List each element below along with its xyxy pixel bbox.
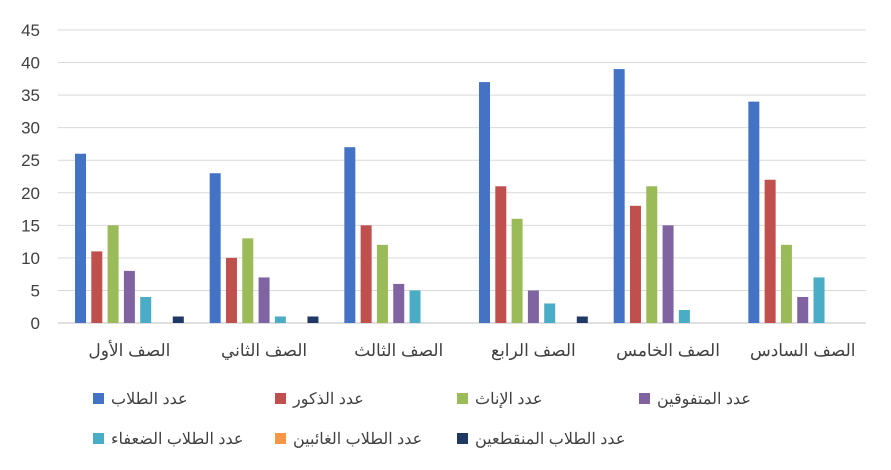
bar [75,153,86,323]
bar [307,316,319,323]
bar [678,309,690,323]
legend-label: عدد المتفوقين [657,391,751,408]
bar [258,277,270,323]
bar [393,283,405,323]
bar [91,251,103,323]
x-axis: الصف الأول الصف الثاني الصف الثالث الصف الر… [88,340,855,361]
legend-item: عدد الطلاب الغائبين [275,431,422,448]
bar [646,186,658,323]
x-tick-label: الصف السادس [750,341,856,361]
legend-swatch [457,393,468,404]
bar [629,205,641,323]
y-tick-label: 35 [21,86,40,105]
bar [242,238,254,323]
legend-item: عدد المتفوقين [639,391,751,408]
bar [123,270,135,323]
legend-swatch [275,393,286,404]
y-tick-label: 45 [21,21,40,40]
legend-item: عدد الطلاب المنقطعين [457,431,625,448]
x-tick-label: الصف الخامس [616,341,720,361]
legend-label: عدد الطلاب الغائبين [293,431,422,448]
bar [511,218,523,323]
bar [613,69,625,323]
gridlines [58,29,866,324]
x-tick-label: الصف الثالث [354,341,443,360]
legend-item: عدد الطلاب [93,391,188,408]
legend-swatch [457,433,468,444]
legend: عدد الطلاب عدد الذكور عدد الإناث عدد المتفو… [93,391,751,448]
x-tick-label: الصف الرابع [491,341,576,361]
bar [479,82,490,323]
legend-swatch [93,393,104,404]
bar [172,316,184,323]
legend-label: عدد الإناث [475,391,542,408]
bar [662,225,674,323]
y-tick-label: 5 [31,281,40,300]
bar [527,290,539,323]
bar [409,290,421,323]
bar [209,173,221,323]
bars [75,69,825,323]
bar [544,303,556,323]
legend-swatch [639,393,650,404]
x-tick-label: الصف الثاني [221,341,307,360]
bar [344,147,356,323]
y-tick-label: 30 [21,119,40,138]
y-axis: 0 5 10 15 20 25 30 35 40 45 [21,21,40,333]
y-tick-label: 25 [21,151,40,170]
legend-label: عدد الطلاب [111,391,188,408]
bar [748,101,760,323]
bar [813,277,825,323]
bar [376,244,388,323]
bar [274,316,286,323]
bar [360,225,372,323]
bar [107,225,119,323]
bar [764,179,776,323]
legend-label: عدد الطلاب المنقطعين [475,431,625,448]
legend-label: عدد الطلاب الضعفاء [111,431,243,448]
y-tick-label: 10 [21,249,40,268]
y-tick-label: 15 [21,216,40,235]
bar [225,257,237,323]
x-tick-label: الصف الأول [88,340,170,361]
bar [495,186,507,323]
legend-item: عدد الذكور [275,391,364,408]
bar [797,296,809,323]
bar [780,244,792,323]
legend-label: عدد الذكور [292,391,364,408]
legend-swatch [275,433,286,444]
bar [576,316,588,323]
y-tick-label: 40 [21,54,40,73]
y-tick-label: 0 [31,314,40,333]
legend-item: عدد الطلاب الضعفاء [93,431,243,448]
bar [140,296,152,323]
y-tick-label: 20 [21,184,40,203]
legend-swatch [93,433,104,444]
legend-item: عدد الإناث [457,391,542,408]
